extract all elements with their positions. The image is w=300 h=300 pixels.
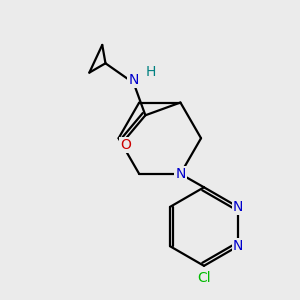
Text: Cl: Cl bbox=[197, 271, 211, 285]
Text: N: N bbox=[128, 73, 139, 87]
Text: N: N bbox=[175, 167, 186, 181]
Text: H: H bbox=[145, 65, 155, 79]
Text: O: O bbox=[120, 138, 130, 152]
Text: N: N bbox=[233, 239, 243, 253]
Text: N: N bbox=[233, 200, 243, 214]
